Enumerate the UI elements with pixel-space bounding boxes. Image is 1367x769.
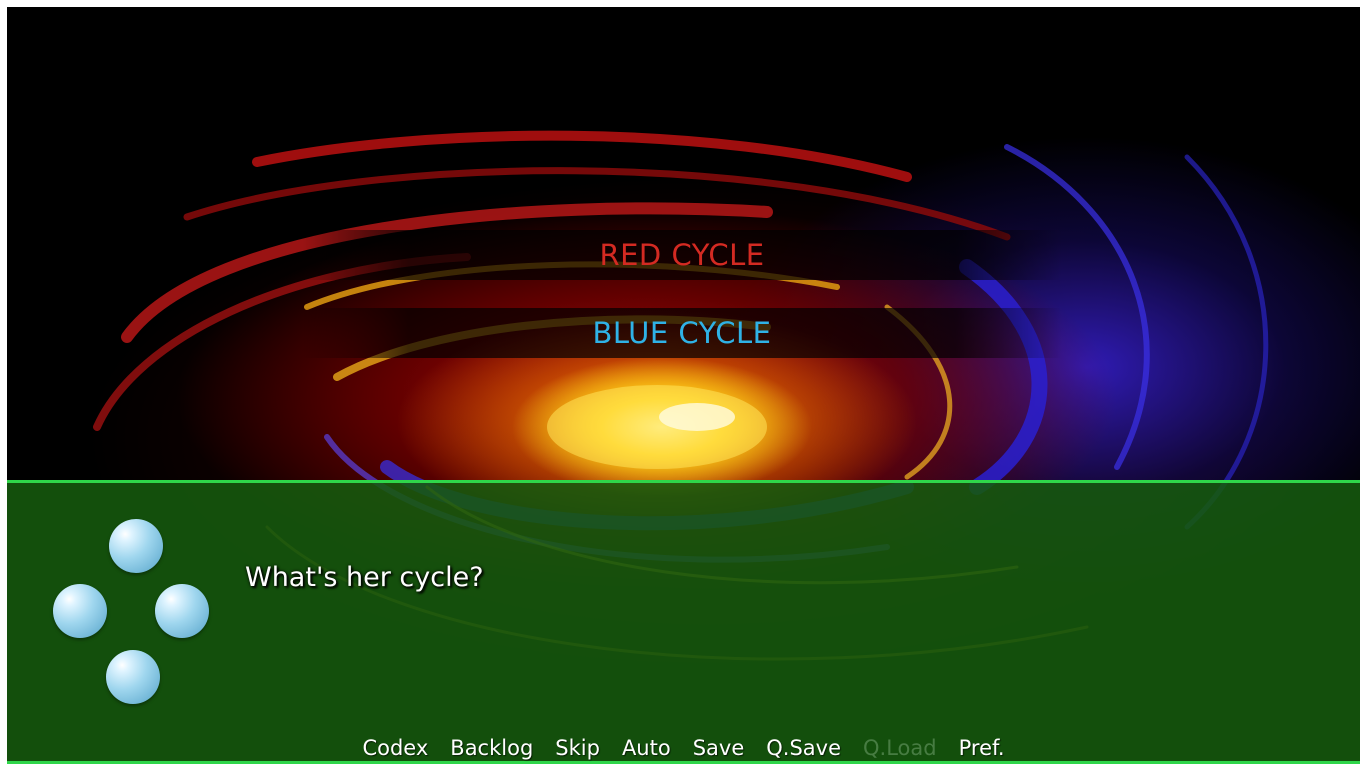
- quick-save-button[interactable]: Q.Save: [766, 736, 842, 760]
- orb-left-icon: [53, 584, 107, 638]
- skip-button[interactable]: Skip: [555, 736, 600, 760]
- backlog-button[interactable]: Backlog: [450, 736, 534, 760]
- orb-up-icon: [109, 519, 163, 573]
- choice-red-cycle-label: RED CYCLE: [599, 238, 765, 272]
- quick-load-button: Q.Load: [863, 736, 937, 760]
- dialogue-box: What's her cycle? Codex Backlog Skip Aut…: [7, 480, 1360, 764]
- choice-blue-cycle-label: BLUE CYCLE: [592, 316, 772, 350]
- auto-button[interactable]: Auto: [621, 736, 671, 760]
- codex-button[interactable]: Codex: [362, 736, 429, 760]
- choice-red-cycle[interactable]: RED CYCLE: [302, 230, 1062, 280]
- game-window: RED CYCLE BLUE CYCLE What's her cycle? C…: [7, 7, 1360, 764]
- choice-blue-cycle[interactable]: BLUE CYCLE: [302, 308, 1062, 358]
- quick-menu: Codex Backlog Skip Auto Save Q.Save Q.Lo…: [7, 736, 1360, 760]
- preferences-button[interactable]: Pref.: [958, 736, 1005, 760]
- orb-down-icon: [106, 650, 160, 704]
- save-button[interactable]: Save: [692, 736, 745, 760]
- dialogue-text: What's her cycle?: [245, 562, 484, 593]
- orb-right-icon: [155, 584, 209, 638]
